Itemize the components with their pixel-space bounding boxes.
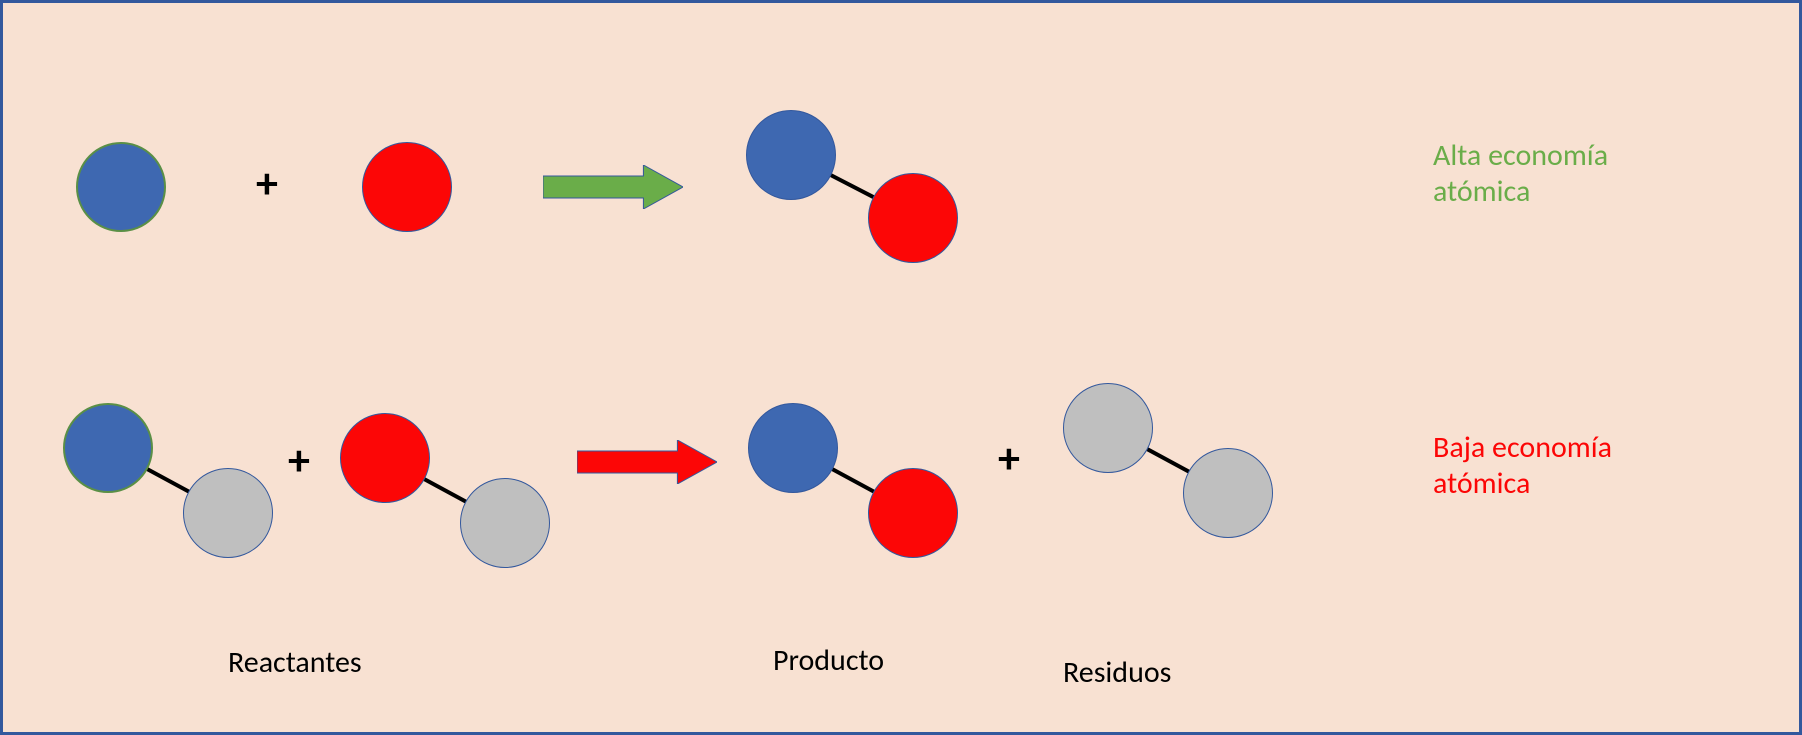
label-baja: Baja economía atómica [1433,430,1612,502]
label-alta: Alta economía atómica [1433,138,1608,210]
label-residuos: Residuos [1063,655,1171,691]
atom-row1_prod_blue [746,110,836,200]
plus-icon: + [998,436,1020,480]
atom-row2_gray2 [460,478,550,568]
arrow-icon [543,165,683,209]
atom-row1_blue [76,142,166,232]
atom-row2_waste_gray1 [1063,383,1153,473]
atom-row2_waste_gray2 [1183,448,1273,538]
label-reactantes: Reactantes [228,645,362,681]
arrow-icon [577,440,717,484]
plus-icon: + [256,161,278,205]
diagram-canvas: + + + Reactantes Producto Residuos Alta econom… [0,0,1802,735]
atom-row2_gray1 [183,468,273,558]
atom-row2_prod_red [868,468,958,558]
atom-row2_red [340,413,430,503]
label-producto: Producto [773,643,884,679]
atom-row2_prod_blue [748,403,838,493]
atom-row1_red [362,142,452,232]
plus-icon: + [288,438,310,482]
atom-row1_prod_red [868,173,958,263]
atom-row2_blue [63,403,153,493]
